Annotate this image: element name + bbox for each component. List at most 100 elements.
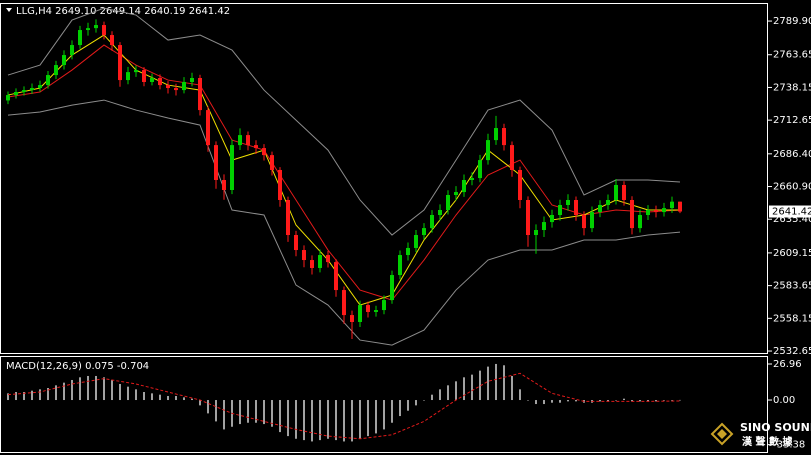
candle-body [494, 128, 498, 141]
candle-body [662, 208, 666, 213]
macd-bar [247, 400, 249, 423]
macd-bar [151, 393, 153, 401]
candle-body [502, 128, 506, 146]
macd-bar [279, 400, 281, 433]
macd-bar [39, 389, 41, 401]
macd-bar [575, 400, 577, 402]
candle-body [606, 199, 610, 206]
macd-bar [143, 392, 145, 401]
macd-bar [239, 400, 241, 425]
y-tick-label: 2532.65 [773, 346, 811, 357]
macd-bar [479, 370, 481, 401]
macd-bar [519, 389, 521, 401]
logo-icon [710, 422, 734, 446]
macd-bar [255, 400, 257, 423]
macd-bar [431, 394, 433, 401]
candle-body [542, 222, 546, 231]
macd-bar [423, 400, 425, 401]
candle-body [118, 45, 122, 81]
candle-body [46, 75, 50, 86]
candle-body [6, 95, 10, 101]
macd-bar [199, 400, 201, 406]
candle-body [390, 275, 394, 301]
candle-body [326, 255, 330, 263]
candle-body [278, 169, 282, 200]
macd-bar [399, 400, 401, 417]
macd-bar [615, 400, 617, 401]
macd-bar [71, 379, 73, 401]
candle-body [102, 25, 106, 36]
candle-body [174, 88, 178, 91]
macd-bar [343, 400, 345, 442]
y-tick-label: 2686.40 [773, 149, 811, 160]
macd-bar [375, 400, 377, 434]
candle-body [598, 205, 602, 213]
candle-body [590, 212, 594, 229]
indicator-line [7, 372, 681, 440]
macd-bar [567, 400, 569, 402]
macd-bar [111, 379, 113, 401]
logo: SINO SOUND 漢 聲 數 據 [710, 421, 811, 448]
macd-bar [287, 400, 289, 437]
macd-bar [127, 386, 129, 401]
candle-body [614, 184, 618, 200]
y-tick-label: 2583.65 [773, 281, 811, 292]
macd-bar [415, 400, 417, 406]
candle-body [430, 215, 434, 229]
candle-body [486, 140, 490, 161]
macd-bar [607, 400, 609, 402]
candle-body [166, 85, 170, 89]
logo-sub: 漢 聲 數 據 [742, 435, 793, 448]
macd-bar [319, 400, 321, 441]
candle-body [22, 90, 26, 92]
candle-body [262, 148, 266, 156]
candle-body [310, 260, 314, 268]
candle-body [230, 145, 234, 190]
candle-body [38, 85, 42, 89]
candle-body [206, 110, 210, 146]
candle-body [158, 78, 162, 86]
macd-bar [487, 366, 489, 401]
candle-body [190, 78, 194, 82]
macd-bar [175, 396, 177, 401]
candle-body [150, 78, 154, 82]
macd-bar [55, 385, 57, 401]
macd-bar [119, 383, 121, 401]
macd-bar [455, 381, 457, 401]
y-tick-label: 2558.15 [773, 313, 811, 324]
macd-bar [631, 400, 633, 402]
candle-body [654, 210, 658, 213]
macd-bar [527, 400, 529, 401]
macd-bar [63, 382, 65, 401]
candle-body [438, 210, 442, 216]
macd-bar [207, 400, 209, 414]
y-tick-label: -33.38 [773, 440, 805, 451]
y-tick-label: 0.00 [773, 395, 795, 406]
y-tick-label: 2712.65 [773, 115, 811, 126]
candle-body [126, 72, 130, 81]
macd-bar [23, 392, 25, 401]
candle-body [678, 201, 682, 212]
macd-bar [551, 400, 553, 403]
candle-body [270, 155, 274, 170]
candle-body [382, 300, 386, 311]
candle-body [30, 88, 34, 91]
macd-bar [159, 394, 161, 401]
macd-bar [463, 377, 465, 401]
macd-bar [447, 385, 449, 401]
candle-body [286, 199, 290, 236]
candle-body [294, 235, 298, 251]
macd-bar [311, 400, 313, 442]
y-tick-label: 2789.90 [773, 16, 811, 27]
candle-body [374, 310, 378, 312]
candle-body [334, 262, 338, 291]
macd-bar [503, 365, 505, 401]
candle-body [142, 70, 146, 82]
macd-bar [103, 377, 105, 401]
macd-bar [7, 393, 9, 401]
candle-body [398, 255, 402, 276]
last-price-label: 2641.42 [772, 207, 811, 218]
macd-bar [191, 398, 193, 401]
candle-body [198, 78, 202, 111]
